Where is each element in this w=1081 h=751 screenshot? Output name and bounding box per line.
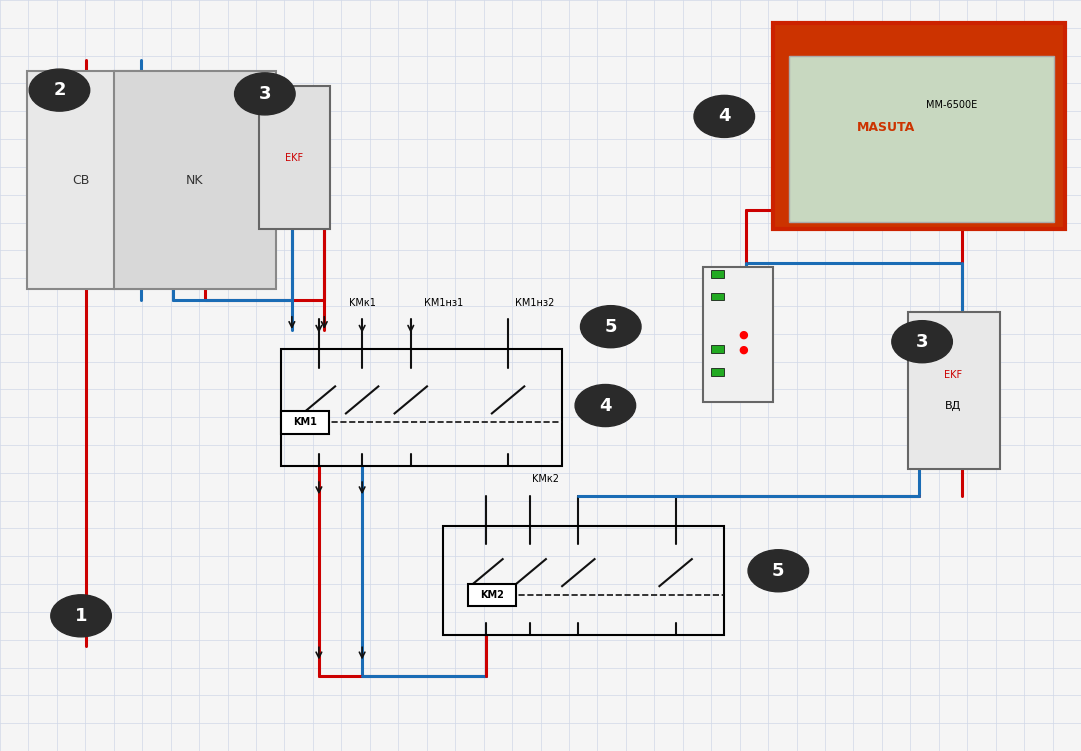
Bar	[443, 526, 724, 635]
Circle shape	[694, 95, 755, 137]
Text: 4: 4	[599, 397, 612, 415]
Text: KM1: KM1	[293, 418, 317, 427]
Text: ●: ●	[738, 344, 748, 354]
Circle shape	[235, 73, 295, 115]
Text: EKF: EKF	[285, 152, 303, 163]
FancyBboxPatch shape	[703, 267, 773, 402]
Circle shape	[51, 595, 111, 637]
FancyBboxPatch shape	[259, 86, 330, 229]
FancyBboxPatch shape	[908, 312, 1000, 469]
Text: 4: 4	[718, 107, 731, 125]
Text: EKF: EKF	[945, 370, 962, 381]
Text: КМ1нз2: КМ1нз2	[516, 298, 555, 308]
Bar	[711, 270, 724, 278]
Bar	[281, 349, 562, 466]
Bar	[280, 411, 329, 433]
Text: ВД: ВД	[945, 400, 962, 411]
FancyBboxPatch shape	[114, 71, 276, 289]
Circle shape	[892, 321, 952, 363]
Text: KM2: KM2	[480, 590, 504, 600]
FancyBboxPatch shape	[773, 23, 1065, 229]
Text: 2: 2	[53, 81, 66, 99]
Text: NK: NK	[186, 173, 203, 187]
Bar	[711, 293, 724, 300]
Circle shape	[748, 550, 809, 592]
Text: 1: 1	[75, 607, 88, 625]
Text: 5: 5	[772, 562, 785, 580]
Text: MM-6500E: MM-6500E	[925, 100, 977, 110]
Circle shape	[575, 385, 636, 427]
Text: ●: ●	[738, 329, 748, 339]
Circle shape	[580, 306, 641, 348]
Text: KМк1: KМк1	[349, 298, 375, 308]
Text: 5: 5	[604, 318, 617, 336]
Text: MASUTA: MASUTA	[857, 121, 916, 134]
Text: 3: 3	[258, 85, 271, 103]
Text: CB: CB	[72, 173, 90, 187]
FancyBboxPatch shape	[27, 71, 141, 289]
Circle shape	[29, 69, 90, 111]
Text: КМ1нз1: КМ1нз1	[424, 298, 463, 308]
Bar	[711, 345, 724, 353]
Bar	[711, 368, 724, 376]
Text: 3: 3	[916, 333, 929, 351]
FancyBboxPatch shape	[789, 56, 1054, 222]
Text: KМк2: KМк2	[533, 475, 559, 484]
Bar	[467, 584, 517, 607]
